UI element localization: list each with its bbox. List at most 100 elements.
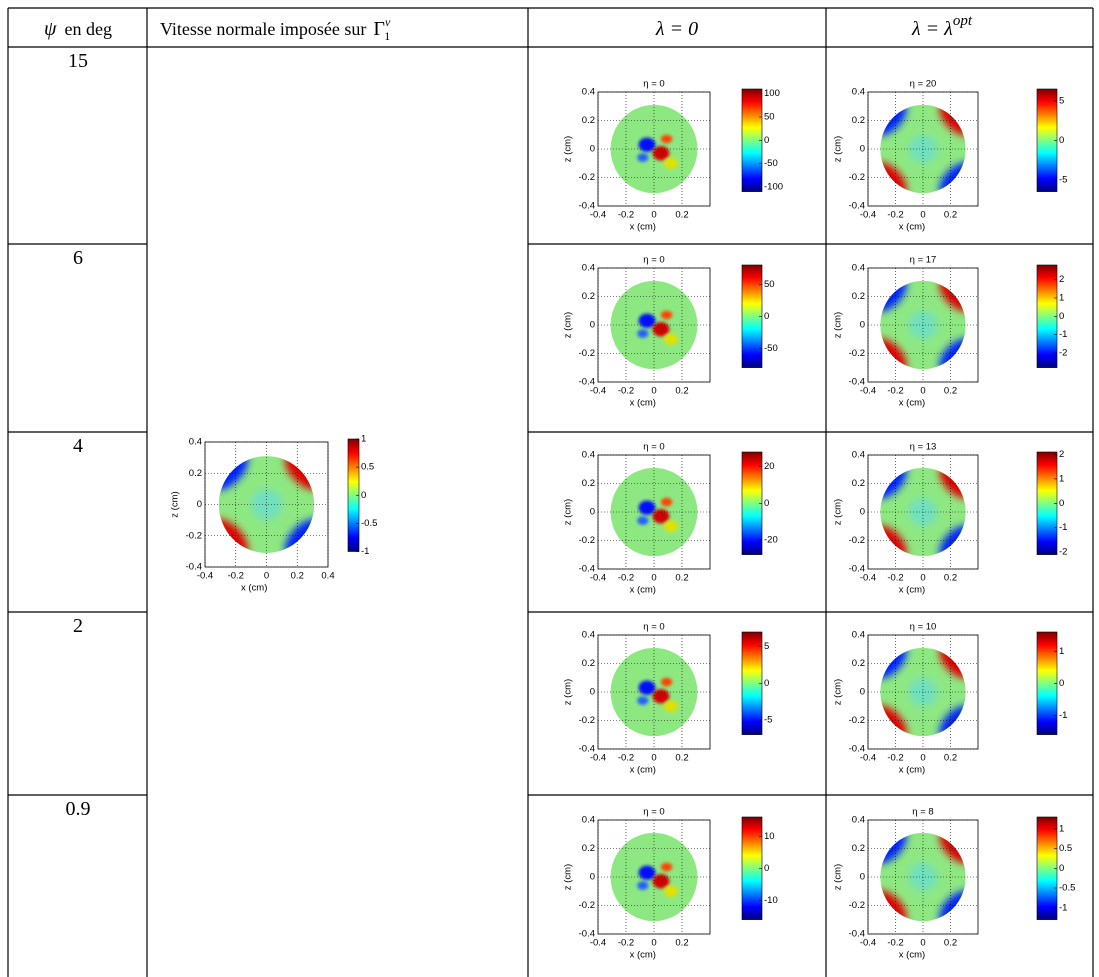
header-cell: Vitesse normale imposée sur Γv 1 [160,15,391,43]
x-tick-label: 0.2 [944,753,957,764]
header-sup: opt [953,13,973,29]
x-axis-label: x (cm) [630,765,656,776]
x-axis-label: x (cm) [630,222,656,233]
y-tick-label: 0.2 [582,115,595,126]
x-axis-label: x (cm) [899,950,925,961]
field-blob [663,333,678,345]
header-text: en deg [64,19,111,39]
colorbar-tick-label: -20 [764,534,778,545]
colorbar-tick-label: 10 [764,831,775,842]
y-tick-label: -0.4 [579,564,595,575]
plot: 0.4 0.2 0 -0.2 -0.4-0.4 -0.2 0 0.2 x (cm) z (cm) η… [563,255,778,409]
colorbar-tick-label: 0.5 [1059,843,1072,854]
colorbar-tick-label: -5 [1059,174,1067,185]
plot-title: η = 0 [643,442,664,453]
field-blob [652,146,670,161]
plot-title: η = 10 [910,622,937,633]
field-blob [661,134,673,144]
plot: 0.4 0.2 0 -0.2 -0.4-0.4 -0.2 0 0.2 x (cm) z (cm) η… [833,255,1068,409]
y-tick-label: 0 [590,872,595,883]
colorbar-tick-label: -100 [764,181,783,192]
x-axis-label: x (cm) [241,583,267,594]
plot-title: η = 8 [912,807,933,818]
y-tick-label: 0.2 [852,843,865,854]
y-tick-label: -0.2 [849,172,865,183]
plot: 0.4 0.2 0 -0.2 -0.4-0.4 -0.2 0 0.2 x (cm) z (cm) η… [833,442,1068,596]
x-tick-label: 0 [920,573,925,584]
field-blob [250,488,283,521]
y-tick-label: 0.2 [852,658,865,669]
field-blob [661,862,673,872]
x-tick-label: 0.2 [291,571,304,582]
x-tick-label: -0.4 [860,210,876,221]
field-blob [661,497,673,507]
y-tick-label: 0 [860,687,865,698]
y-axis-label: z (cm) [563,136,574,162]
colorbar-tick-label: 50 [764,111,775,122]
plot: 0.4 0.2 0 -0.2 -0.4-0.4 -0.2 0 0.2 x (cm) z (cm) η… [833,79,1068,233]
y-axis-label: z (cm) [170,491,181,517]
colorbar-tick-label: 0 [1059,498,1064,509]
x-tick-label: -0.4 [590,210,606,221]
header-cell: ψ en deg [44,18,112,40]
header-sub: 1 [384,29,390,43]
colorbar-tick-label: 0 [1059,135,1064,146]
header-text: Vitesse normale imposée sur [160,19,366,39]
field-blob [663,885,678,897]
y-tick-label: 0 [860,507,865,518]
colorbar-tick-label: 0 [1059,311,1064,322]
x-tick-label: 0.2 [675,210,688,221]
x-tick-label: -0.2 [887,753,903,764]
colorbar-tick-label: -1 [1059,902,1067,913]
colorbar-tick-label: 1 [1059,646,1064,657]
x-tick-label: 0.2 [944,573,957,584]
y-tick-label: 0.4 [582,630,595,641]
colorbar-tick-label: -0.5 [1059,883,1075,894]
colorbar-tick-label: 1 [361,434,366,445]
colorbar-tick-label: 1 [1059,473,1064,484]
psi-value: 2 [73,615,83,637]
plot-title: η = 17 [910,255,937,266]
x-tick-label: -0.4 [860,573,876,584]
colorbar-tick-label: 0 [764,135,769,146]
colorbar-tick-label: 0 [764,678,769,689]
y-tick-label: -0.4 [849,377,865,388]
y-axis-label: z (cm) [563,679,574,705]
colorbar-tick-label: 0 [1059,678,1064,689]
y-tick-label: 0.2 [852,291,865,302]
x-axis-label: x (cm) [899,585,925,596]
header-cell: λ = 0 [655,18,698,40]
colorbar-tick-label: -0.5 [361,518,377,529]
y-tick-label: 0.4 [582,263,595,274]
y-tick-label: -0.4 [849,564,865,575]
y-tick-label: 0.2 [852,115,865,126]
colorbar-tick-label: 0 [764,498,769,509]
x-tick-label: 0 [651,386,656,397]
psi-value: 0.9 [66,798,91,820]
field-blob [638,865,656,880]
plot: 0.4 0.2 0 -0.2 -0.4-0.4 -0.2 0 0.2 x (cm) z (cm) η… [833,807,1076,961]
field-blob [638,680,656,695]
colorbar-tick-label: 0 [764,863,769,874]
field-blob [663,520,678,532]
x-tick-label: 0.2 [944,938,957,949]
y-tick-label: 0 [590,507,595,518]
y-tick-label: -0.2 [579,535,595,546]
x-tick-label: 0 [651,753,656,764]
field-blob [652,689,670,704]
colorbar-tick-label: 20 [764,461,775,472]
plot: 0.4 0.2 0 -0.2 -0.4-0.4 -0.2 0 0.2 x (cm) z (cm) η… [563,807,778,961]
plot-title: η = 0 [643,622,664,633]
colorbar-tick-label: 2 [1059,274,1064,285]
y-tick-label: -0.2 [579,348,595,359]
plot-title: η = 0 [643,255,664,266]
x-tick-label: 0 [920,210,925,221]
colorbar-tick-label: -10 [764,895,778,906]
x-tick-label: -0.2 [618,938,634,949]
x-tick-label: -0.4 [590,573,606,584]
x-tick-label: 0 [651,573,656,584]
y-tick-label: -0.4 [186,562,202,573]
colorbar-tick-label: -5 [764,714,772,725]
y-axis-label: z (cm) [833,679,844,705]
x-tick-label: -0.4 [590,938,606,949]
